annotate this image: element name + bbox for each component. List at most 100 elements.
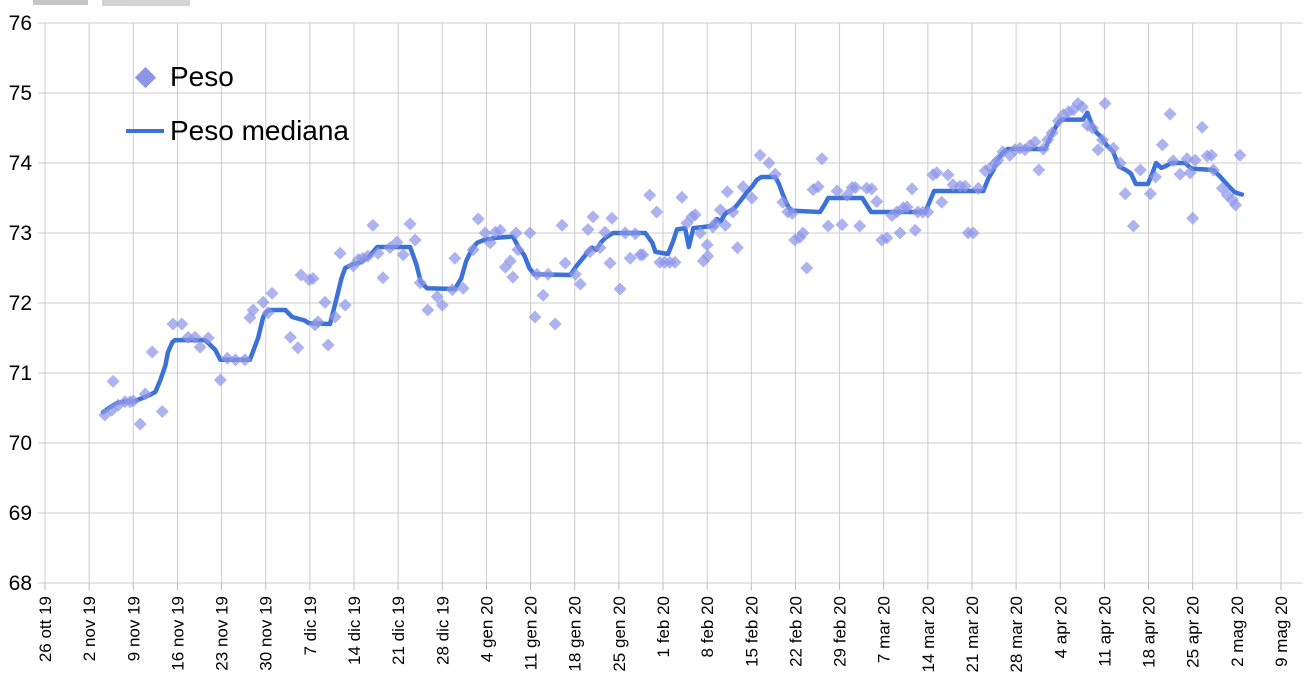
scatter-point [1085, 121, 1099, 135]
y-tick-label: 69 [9, 502, 32, 525]
scatter-point [1188, 153, 1202, 167]
scatter-point [213, 373, 227, 387]
scatter-point [390, 235, 404, 249]
scatter-point [921, 205, 935, 219]
scatter-point [930, 166, 944, 180]
x-tick-label: 29 feb 20 [831, 596, 850, 667]
scatter-point [478, 226, 492, 240]
x-tick-label: 8 feb 20 [698, 596, 717, 657]
x-tick-label: 9 nov 19 [124, 596, 143, 661]
scatter-point [623, 251, 637, 265]
x-tick-label: 16 nov 19 [168, 596, 187, 671]
scatter-point [730, 241, 744, 255]
scatter-point [1096, 133, 1110, 147]
x-tick-label: 25 apr 20 [1184, 596, 1203, 668]
scatter-point [471, 212, 485, 226]
scatter-point [318, 295, 332, 309]
scatter-point [720, 185, 734, 199]
scatter-point [1075, 100, 1089, 114]
x-tick-label: 30 nov 19 [257, 596, 276, 671]
scatter-point [821, 219, 835, 233]
scatter-point [636, 248, 650, 262]
scatter-point [1126, 219, 1140, 233]
scatter-point [745, 191, 759, 205]
scatter-point [509, 226, 523, 240]
scatter-point [870, 195, 884, 208]
scatter-point [448, 251, 462, 265]
scatter-point [1118, 187, 1132, 201]
scatter-point [613, 282, 627, 296]
scatter-point [1205, 148, 1219, 162]
scatter-point [1143, 187, 1157, 201]
scatter-point [675, 190, 689, 204]
scatter-point [811, 180, 825, 194]
scatter-point [366, 218, 380, 232]
scatter-point [603, 256, 617, 270]
scatter-point [815, 152, 829, 166]
scatter-point [598, 225, 612, 239]
x-tick-label: 11 gen 20 [522, 596, 541, 670]
legend-item-peso[interactable]: Peso [126, 56, 349, 98]
x-tick-label: 7 mar 20 [875, 596, 894, 663]
scatter-point [555, 218, 569, 232]
scatter-point [1032, 163, 1046, 177]
scatter-point [321, 338, 335, 352]
x-tick-label: 28 mar 20 [1007, 596, 1026, 673]
scatter-point [701, 249, 715, 263]
scatter-point [835, 218, 849, 232]
scatter-point [188, 330, 202, 344]
scatter-point [421, 303, 435, 317]
x-tick-label: 18 apr 20 [1140, 596, 1159, 668]
scatter-point [1195, 120, 1209, 134]
peso-mediana-line-marker-icon [126, 129, 164, 133]
scatter-point [220, 351, 234, 365]
scatter-point [506, 270, 520, 284]
x-tick-label: 1 feb 20 [654, 596, 673, 657]
scatter-point [1163, 107, 1177, 121]
y-tick-label: 68 [9, 572, 32, 595]
scatter-point [908, 223, 922, 237]
scatter-point [941, 168, 955, 182]
scatter-point [971, 181, 985, 195]
scatter-point [776, 195, 790, 209]
scatter-point [261, 306, 275, 320]
scatter-point [586, 210, 600, 224]
scatter-point [830, 184, 844, 198]
scatter-point [668, 255, 682, 269]
x-axis-labels: 26 ott 19 2 nov 19 9 nov 19 16 nov 19 23 nov… [36, 596, 1291, 673]
y-tick-label: 72 [9, 292, 32, 315]
scatter-point [1155, 138, 1169, 152]
scatter-point [511, 243, 525, 257]
x-tick-label: 11 apr 20 [1095, 596, 1114, 667]
scatter-point [718, 218, 732, 232]
horizontal-gridlines [38, 22, 1302, 584]
scatter-point [306, 272, 320, 285]
scatter-point [991, 153, 1005, 167]
scatter-point [333, 246, 347, 260]
scatter-point [528, 310, 542, 324]
y-tick-label: 71 [9, 362, 32, 385]
scatter-point [762, 156, 776, 170]
vertical-gridlines [44, 23, 1282, 590]
scatter-point [256, 295, 270, 309]
scatter-point [893, 226, 907, 240]
scatter-point [581, 223, 595, 236]
scatter-point [430, 290, 444, 304]
x-tick-label: 23 nov 19 [213, 596, 232, 671]
scatter-point [643, 188, 657, 202]
legend-item-peso-mediana[interactable]: Peso mediana [126, 110, 349, 152]
scatter-point [1036, 142, 1050, 156]
x-tick-label: 14 dic 19 [345, 596, 364, 665]
scatter-point [593, 241, 607, 255]
scatter-point [1207, 163, 1221, 177]
scatter-point [880, 231, 894, 245]
scatter-point [848, 181, 862, 194]
x-tick-label: 7 dic 19 [301, 596, 320, 656]
scatter-point [291, 341, 305, 355]
scatter-point [1045, 126, 1059, 140]
scatter-point [493, 223, 507, 237]
scatter-point [361, 249, 375, 263]
x-tick-label: 18 gen 20 [566, 596, 585, 672]
scatter-point [133, 417, 147, 431]
